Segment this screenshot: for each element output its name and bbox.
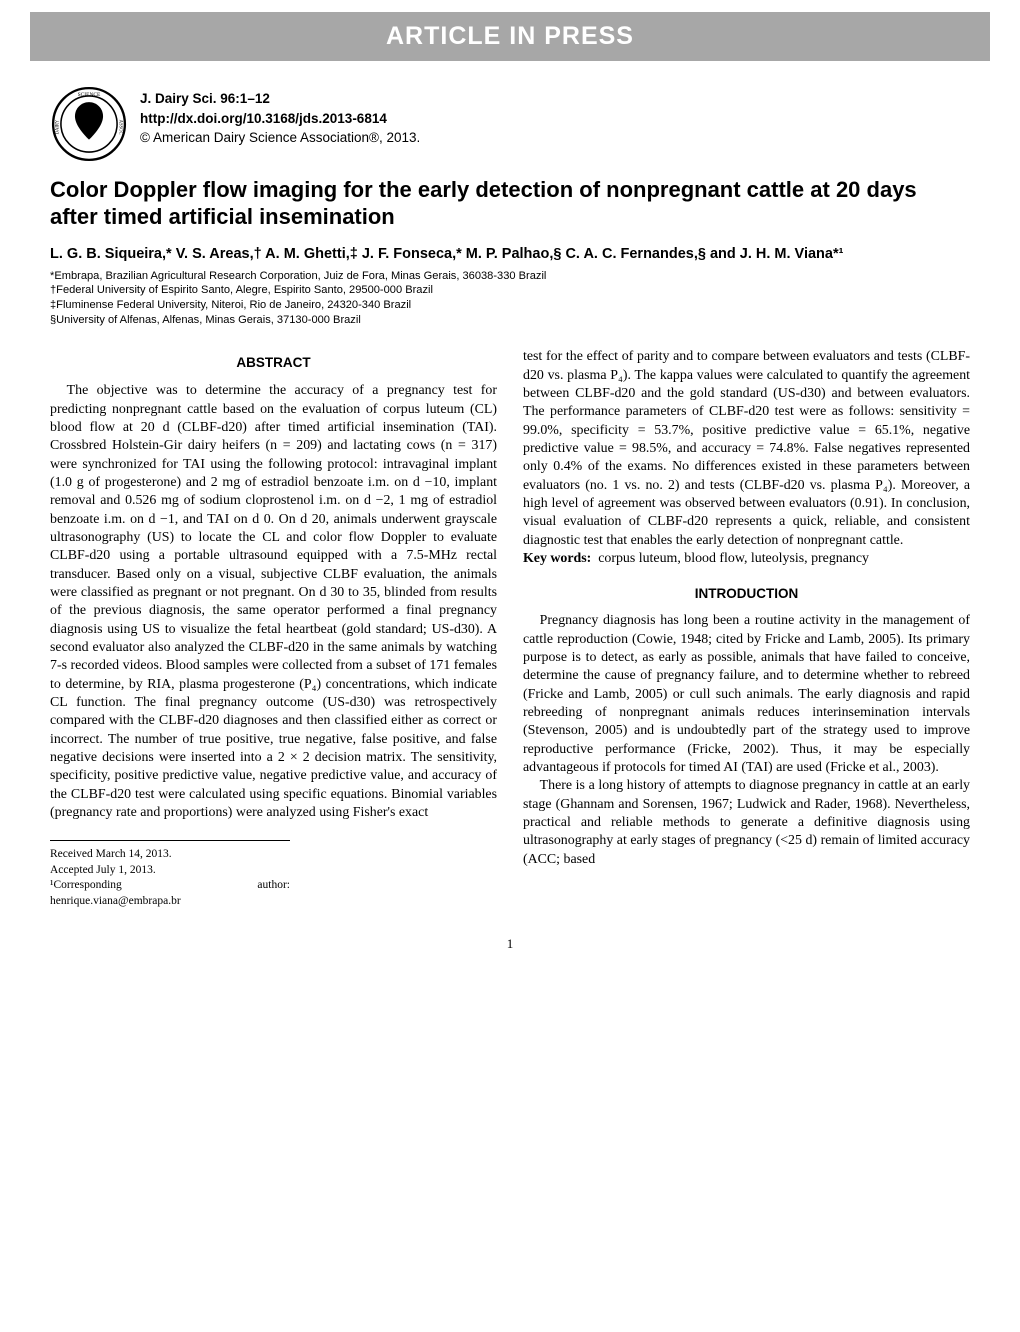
page-number: 1 (50, 936, 970, 952)
accepted-date: Accepted July 1, 2013. (50, 863, 290, 879)
right-column: test for the effect of parity and to com… (523, 348, 970, 909)
footnotes-block: Received March 14, 2013. Accepted July 1… (50, 840, 290, 909)
affiliation-line: †Federal University of Espirito Santo, A… (50, 283, 970, 298)
keywords-line: Key words: corpus luteum, blood flow, lu… (523, 550, 970, 568)
svg-text:SCIENCE: SCIENCE (78, 92, 101, 98)
left-column: ABSTRACT The objective was to determine … (50, 348, 497, 909)
corresponding-author: ¹Corresponding author: henrique.viana@em… (50, 878, 290, 909)
affiliation-line: §University of Alfenas, Alfenas, Minas G… (50, 313, 970, 328)
affiliations: *Embrapa, Brazilian Agricultural Researc… (50, 269, 970, 329)
two-column-body: ABSTRACT The objective was to determine … (50, 348, 970, 909)
keywords-text: corpus luteum, blood flow, luteolysis, p… (598, 551, 869, 566)
abstract-text: The objective was to determine the accur… (50, 382, 497, 822)
intro-paragraph: Pregnancy diagnosis has long been a rout… (523, 612, 970, 777)
journal-logo-icon: SCIENCE DAIRY ASSOC (50, 85, 128, 163)
keywords-label: Key words: (523, 551, 591, 566)
journal-citation: J. Dairy Sci. 96:1–12 (140, 89, 420, 109)
svg-text:DAIRY: DAIRY (56, 119, 61, 134)
header-row: SCIENCE DAIRY ASSOC J. Dairy Sci. 96:1–1… (50, 85, 970, 163)
svg-text:ASSOC: ASSOC (117, 120, 122, 135)
journal-doi: http://dx.doi.org/10.3168/jds.2013-6814 (140, 109, 420, 129)
author-list: L. G. B. Siqueira,* V. S. Areas,† A. M. … (50, 245, 970, 264)
received-date: Received March 14, 2013. (50, 847, 290, 863)
intro-paragraph: There is a long history of attempts to d… (523, 777, 970, 869)
abstract-continued: test for the effect of parity and to com… (523, 348, 970, 550)
article-title: Color Doppler flow imaging for the early… (50, 177, 970, 231)
article-in-press-banner: ARTICLE IN PRESS (30, 12, 990, 61)
journal-copyright: © American Dairy Science Association®, 2… (140, 128, 420, 148)
abstract-heading: ABSTRACT (50, 354, 497, 372)
page-content: SCIENCE DAIRY ASSOC J. Dairy Sci. 96:1–1… (50, 85, 970, 952)
affiliation-line: *Embrapa, Brazilian Agricultural Researc… (50, 269, 970, 284)
introduction-heading: INTRODUCTION (523, 585, 970, 603)
affiliation-line: ‡Fluminense Federal University, Niteroi,… (50, 298, 970, 313)
journal-meta: J. Dairy Sci. 96:1–12 http://dx.doi.org/… (140, 85, 420, 148)
